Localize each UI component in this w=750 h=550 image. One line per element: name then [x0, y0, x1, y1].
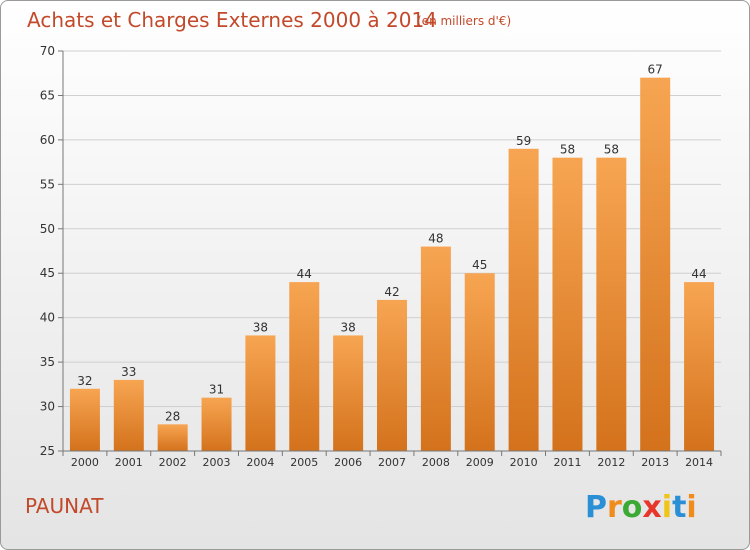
bar	[201, 397, 232, 451]
x-tick-label: 2007	[378, 456, 406, 469]
x-tick-label: 2013	[641, 456, 669, 469]
axes	[62, 51, 721, 452]
bar-value-label: 28	[165, 409, 180, 423]
bar	[113, 379, 144, 451]
commune-name: PAUNAT	[25, 494, 104, 518]
logo-letter: i	[686, 490, 696, 525]
y-axis-ticks: 25 30 35 40 45 50 55 60 65 70	[40, 44, 63, 458]
bar	[684, 282, 715, 451]
bar	[420, 246, 451, 451]
bar	[596, 157, 627, 451]
bar-value-label: 48	[428, 232, 443, 246]
y-tick-label: 25	[40, 444, 55, 458]
y-tick-label: 45	[40, 266, 55, 280]
x-tick-label: 2004	[246, 456, 274, 469]
bar-value-label: 58	[560, 143, 575, 157]
bar-value-label: 42	[384, 285, 399, 299]
bar	[245, 335, 276, 451]
x-tick-label: 2014	[685, 456, 713, 469]
bar	[289, 282, 320, 451]
logo-letter: t	[672, 490, 686, 525]
bars: 32 33 28 31 38 44 38 42 48 45 59 58 58 67 44	[69, 63, 715, 452]
x-axis-ticks: 2000 2001 2002 2003 2004 2005 2006 2007 2008 2009…	[62, 451, 722, 469]
x-tick-label: 2012	[597, 456, 625, 469]
x-tick-label: 2002	[159, 456, 187, 469]
bar-value-label: 67	[648, 63, 663, 77]
logo-letter: x	[642, 490, 661, 525]
x-tick-label: 2000	[71, 456, 99, 469]
y-tick-label: 40	[40, 311, 55, 325]
grid-lines	[63, 50, 721, 452]
proxiti-logo: Proxiti	[585, 490, 697, 525]
y-tick-label: 70	[40, 44, 55, 58]
bar	[464, 273, 495, 451]
bar-value-label: 38	[253, 320, 268, 334]
chart-title: Achats et Charges Externes 2000 à 2014	[27, 8, 437, 32]
bar-value-label: 59	[516, 134, 531, 148]
x-tick-label: 2011	[553, 456, 581, 469]
y-tick-label: 65	[40, 88, 55, 102]
bar	[377, 299, 407, 451]
bar	[640, 77, 671, 452]
x-tick-label: 2005	[290, 456, 318, 469]
x-tick-label: 2003	[203, 456, 231, 469]
y-tick-label: 60	[40, 133, 55, 147]
bar	[552, 157, 583, 451]
bar	[157, 424, 188, 451]
x-tick-label: 2009	[466, 456, 494, 469]
bar	[508, 148, 539, 451]
logo-letter: r	[607, 490, 622, 525]
bar-value-label: 58	[604, 143, 619, 157]
logo-letter: o	[622, 490, 643, 525]
bar-value-label: 33	[121, 365, 136, 379]
bar	[69, 388, 100, 451]
bar-value-label: 38	[340, 320, 355, 334]
bar-value-label: 45	[472, 258, 487, 272]
x-tick-label: 2001	[115, 456, 143, 469]
bar-value-label: 44	[691, 267, 706, 281]
y-tick-label: 35	[40, 355, 55, 369]
chart-subtitle: (en milliers d'€)	[417, 14, 511, 28]
y-tick-label: 55	[40, 177, 55, 191]
logo-letter: P	[585, 490, 607, 525]
y-tick-label: 30	[40, 400, 55, 414]
x-tick-label: 2010	[510, 456, 538, 469]
logo-letter: i	[662, 490, 672, 525]
bar-value-label: 32	[77, 374, 92, 388]
y-tick-label: 50	[40, 222, 55, 236]
x-tick-label: 2008	[422, 456, 450, 469]
bar	[333, 335, 364, 451]
bar-value-label: 31	[209, 383, 224, 397]
bar-value-label: 44	[297, 267, 312, 281]
x-tick-label: 2006	[334, 456, 362, 469]
